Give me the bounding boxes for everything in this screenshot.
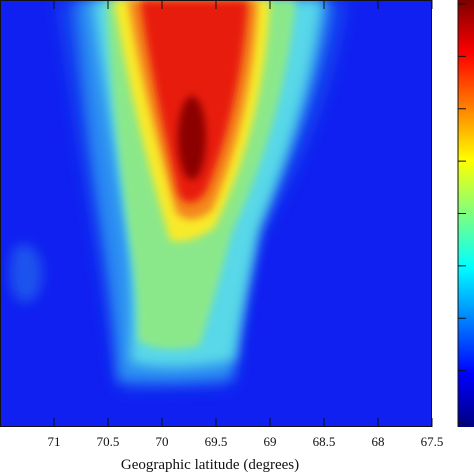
x-tick-labels: 71 70.5 70 69.5 69 68.5 68 67.5 [48, 434, 444, 449]
heatmap-field [9, 0, 345, 388]
x-axis-label: Geographic latitude (degrees) [121, 457, 299, 473]
x-tick-label: 69 [264, 434, 277, 449]
x-tick-label: 70.5 [97, 434, 120, 449]
colorbar [457, 0, 474, 427]
contour-dark-red-core [178, 96, 206, 180]
x-tick-label: 70 [156, 434, 169, 449]
x-tick-label: 67.5 [421, 434, 444, 449]
x-tick-label: 71 [48, 434, 61, 449]
contour-left-blob [9, 244, 43, 303]
plot-area [0, 0, 432, 427]
x-tick-label: 68 [372, 434, 385, 449]
x-tick-label: 68.5 [313, 434, 336, 449]
x-tick-label: 69.5 [205, 434, 228, 449]
colorbar-ticks [458, 3, 466, 424]
plot-frame [0, 0, 432, 427]
